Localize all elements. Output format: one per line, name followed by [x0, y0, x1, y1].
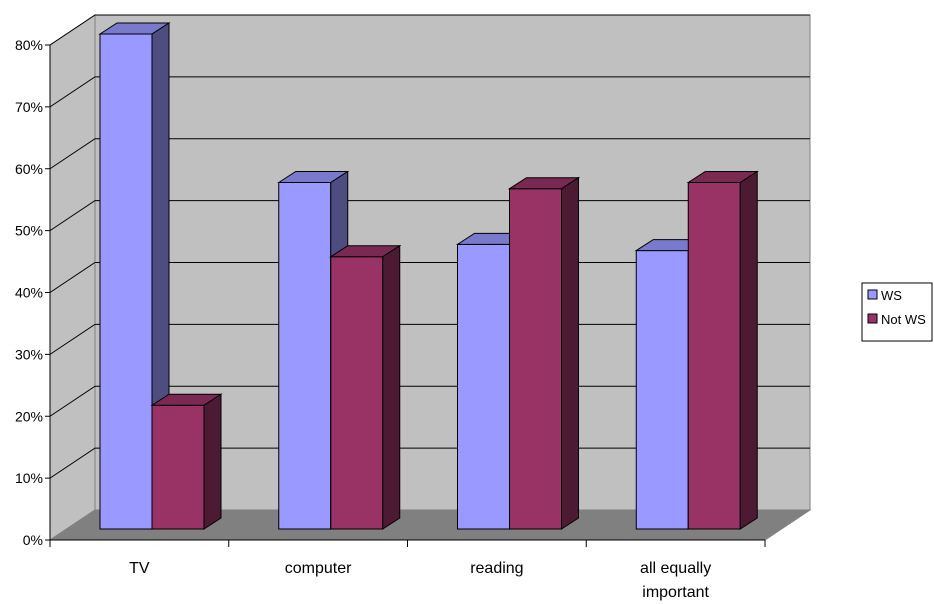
bar-not-ws [686, 170, 759, 530]
bar-side [561, 176, 579, 530]
x-tick-label: computer [285, 560, 352, 577]
legend-label: Not WS [881, 312, 926, 327]
x-tick-label: TV [129, 560, 150, 577]
gridline [49, 138, 810, 170]
y-tick-label: 70% [15, 99, 43, 115]
y-tick-label: 10% [15, 470, 43, 486]
bar-front [635, 250, 689, 530]
bar-not-ws [150, 393, 223, 530]
bar-front [151, 404, 205, 530]
bar-side [739, 170, 758, 530]
bars [98, 22, 759, 530]
y-tick-label: 0% [23, 532, 43, 548]
y-tick-label: 60% [15, 161, 43, 177]
legend-swatch [867, 289, 878, 300]
y-tick-label: 40% [15, 285, 43, 301]
legend-swatch [867, 313, 878, 324]
legend-label: WS [881, 288, 902, 303]
bar-front [278, 182, 332, 530]
bar-front [509, 188, 562, 530]
y-tick-label: 50% [15, 223, 43, 239]
y-tick-label: 30% [15, 346, 43, 362]
gridline [49, 14, 810, 46]
bar-side [382, 244, 401, 530]
gridline [49, 76, 810, 108]
bar-not-ws [507, 176, 581, 530]
bar-front [99, 33, 153, 530]
bar-front [687, 182, 741, 530]
bar-not-ws [329, 244, 402, 530]
x-tick-label: all equally important [640, 560, 711, 601]
legend: WS Not WS [861, 282, 933, 342]
bar-front [457, 243, 510, 530]
bar-front [330, 256, 384, 530]
x-tick-label: reading [470, 560, 523, 577]
bar-side [203, 393, 222, 530]
y-tick-label: 20% [15, 408, 43, 424]
y-tick-label: 80% [15, 37, 43, 53]
axes: 0% 10% 20% 30% 40% 50% 60% 70% 80% TV computer read… [15, 37, 766, 601]
